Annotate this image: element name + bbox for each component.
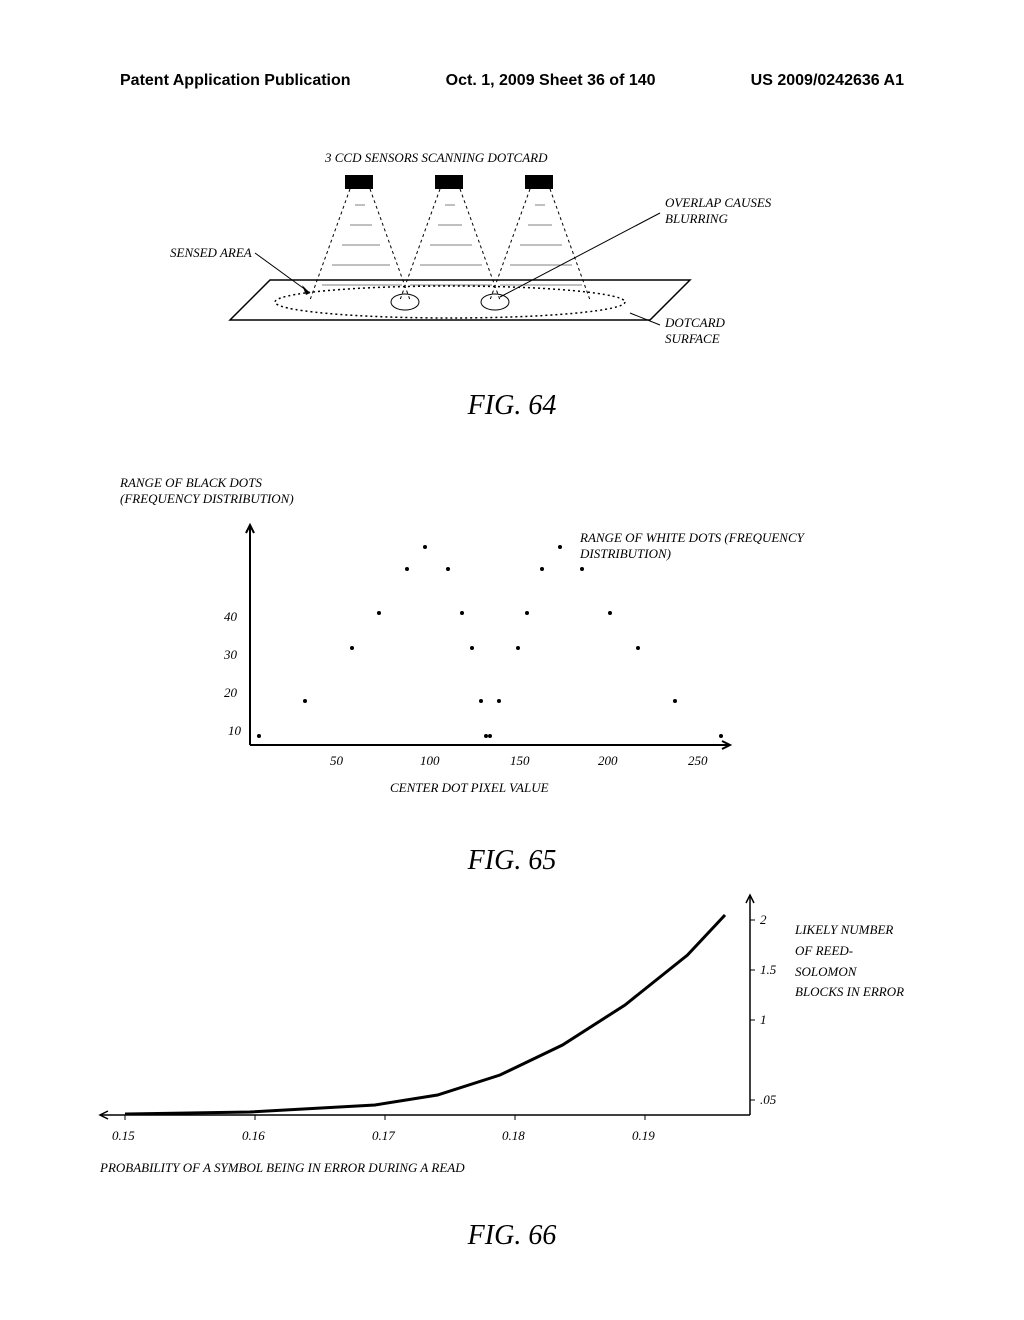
label-black-dots: RANGE OF BLACK DOTS (FREQUENCY DISTRIBUT… <box>120 475 320 507</box>
xtick: 250 <box>688 753 708 769</box>
fig65-caption: FIG. 65 <box>0 845 1024 877</box>
ytick: 30 <box>224 647 237 663</box>
label-yaxis-66: LIKELY NUMBER OF REED-SOLOMON BLOCKS IN … <box>795 920 905 1003</box>
scatter-point <box>525 611 529 615</box>
label-sensors: 3 CCD SENSORS SCANNING DOTCARD <box>325 150 547 166</box>
header-center: Oct. 1, 2009 Sheet 36 of 140 <box>446 72 656 90</box>
header-left: Patent Application Publication <box>120 72 351 90</box>
scatter-point <box>719 734 723 738</box>
fig64-diagram <box>160 165 860 385</box>
fig66-plot <box>100 890 790 1120</box>
xtick: 0.19 <box>632 1128 655 1144</box>
ytick: 2 <box>760 912 767 928</box>
scatter-point <box>479 699 483 703</box>
scatter-point <box>350 646 354 650</box>
xtick: 0.16 <box>242 1128 265 1144</box>
page-header: Patent Application Publication Oct. 1, 2… <box>0 72 1024 90</box>
ytick: 40 <box>224 609 237 625</box>
xtick: 200 <box>598 753 618 769</box>
ytick: .05 <box>760 1092 776 1108</box>
scatter-point <box>405 567 409 571</box>
ytick: 10 <box>228 723 241 739</box>
fig66-caption: FIG. 66 <box>0 1220 1024 1252</box>
scatter-point <box>446 567 450 571</box>
label-xaxis-65: CENTER DOT PIXEL VALUE <box>390 780 549 796</box>
xtick: 0.17 <box>372 1128 395 1144</box>
label-xaxis-66: PROBABILITY OF A SYMBOL BEING IN ERROR D… <box>100 1160 465 1176</box>
scatter-point <box>608 611 612 615</box>
header-right: US 2009/0242636 A1 <box>751 72 904 90</box>
ytick: 20 <box>224 685 237 701</box>
xtick: 0.18 <box>502 1128 525 1144</box>
scatter-point <box>673 699 677 703</box>
scatter-point <box>540 567 544 571</box>
fig64-caption: FIG. 64 <box>0 390 1024 422</box>
ytick: 1.5 <box>760 962 776 978</box>
xtick: 150 <box>510 753 530 769</box>
fig65-plot <box>250 525 730 745</box>
xtick: 0.15 <box>112 1128 135 1144</box>
xtick: 50 <box>330 753 343 769</box>
xtick: 100 <box>420 753 440 769</box>
scatter-point <box>516 646 520 650</box>
scatter-point <box>470 646 474 650</box>
figure-66: LIKELY NUMBER OF REED-SOLOMON BLOCKS IN … <box>100 890 900 1240</box>
scatter-point <box>636 646 640 650</box>
figure-64: 3 CCD SENSORS SCANNING DOTCARD OVERLAP C… <box>160 150 860 430</box>
ytick: 1 <box>760 1012 767 1028</box>
figure-65: RANGE OF BLACK DOTS (FREQUENCY DISTRIBUT… <box>120 475 900 855</box>
